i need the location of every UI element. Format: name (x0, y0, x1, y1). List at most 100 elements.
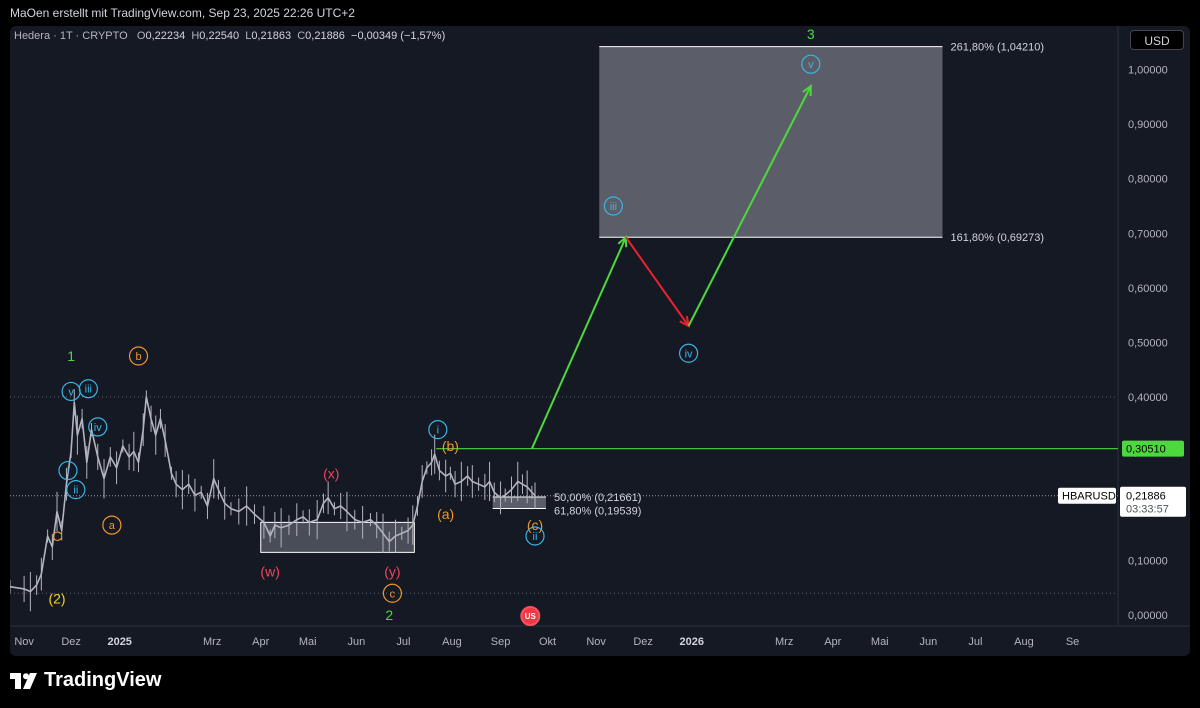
wave-label: iv (685, 348, 693, 360)
wave-label: (y) (384, 563, 400, 579)
wave-label: iii (85, 384, 92, 396)
low-value: 0,21863 (251, 30, 292, 42)
currency-button[interactable]: USD (1130, 30, 1184, 50)
wave-label: i (67, 466, 69, 478)
wave-label: (c) (527, 517, 543, 533)
wave-label-circle (88, 417, 108, 437)
wave-label: iv (94, 422, 102, 434)
price-tick-label: 0,80000 (1128, 174, 1168, 186)
wave-label: 3 (807, 26, 815, 42)
chart-svg[interactable]: 261,80% (1,04210) 161,80% (0,69273) 50,00%… (10, 26, 1190, 656)
time-tick-label: Mai (871, 636, 889, 648)
price-tick-label: 0,00000 (1128, 610, 1168, 622)
wave-label-circle (58, 460, 78, 481)
wave-label: v (808, 59, 814, 71)
time-tick-label: Jul (396, 636, 410, 648)
time-tick-label: Jun (919, 636, 937, 648)
wave-label: 1 (67, 348, 75, 364)
wave-label: C (52, 528, 62, 544)
wave-label: v (68, 386, 74, 398)
change-value: −0,00349 (−1,57%) (351, 30, 446, 42)
header-bar: MaOen erstellt mit TradingView.com, Sep … (0, 0, 1200, 26)
projection-arrowhead (617, 235, 628, 248)
time-tick-label: Nov (14, 636, 34, 648)
fib-bottom-label: 161,80% (0,69273) (950, 232, 1044, 244)
price-tick-label: 0,10000 (1128, 556, 1168, 568)
wave-label-circle (678, 343, 699, 363)
time-tick-label: Jun (347, 636, 365, 648)
close-label: C (297, 30, 306, 42)
resistance-label-bg (1122, 440, 1184, 457)
open-value: 0,22234 (145, 30, 186, 42)
fib-zone (599, 46, 943, 238)
price-tick-label: 0,90000 (1128, 119, 1168, 131)
time-tick-label: Sep (491, 636, 511, 648)
chart-panel[interactable]: 261,80% (1,04210) 161,80% (0,69273) 50,00%… (10, 26, 1190, 656)
wave-label: (b) (442, 438, 459, 454)
open-label: O (136, 30, 146, 42)
symbol-label-bg (1058, 487, 1116, 504)
time-tick-label: Aug (1014, 636, 1034, 648)
wave-label-circle (382, 583, 402, 603)
wave-label: (2) (48, 591, 65, 607)
time-tick-label: Apr (824, 636, 841, 648)
resistance-label: 0,30510 (1126, 444, 1166, 456)
high-label: H (191, 30, 200, 42)
wave-label: (w) (260, 563, 279, 579)
last-price-label-bg (1120, 486, 1186, 517)
bar-countdown: 03:33:57 (1126, 504, 1169, 516)
projection-segment (625, 236, 690, 327)
wave-label-circle (428, 420, 448, 440)
close-value: 0,21886 (305, 30, 345, 42)
wave-label: ii (533, 531, 538, 543)
wave-label: b (135, 351, 141, 363)
fib-zone (492, 496, 546, 509)
time-tick-label: Se (1066, 636, 1079, 648)
event-marker-label: US (525, 612, 537, 621)
wave-label: (x) (323, 465, 339, 481)
tradingview-logo[interactable]: TradingView (10, 669, 161, 692)
time-tick-label: Mrz (203, 636, 221, 648)
wave-label-circle (66, 480, 86, 500)
time-tick-label: Mrz (775, 636, 793, 648)
time-tick-label: Apr (252, 636, 269, 648)
wave-label: iii (610, 201, 617, 213)
time-tick-label: Nov (586, 636, 606, 648)
fib-top-label: 261,80% (1,04210) (950, 42, 1044, 54)
header-text: MaOen erstellt mit TradingView.com, Sep … (10, 6, 355, 20)
time-tick-label: Aug (442, 636, 462, 648)
wave-label: a (109, 520, 116, 532)
tradingview-logo-icon (10, 672, 37, 689)
wave-label: (a) (437, 506, 454, 522)
wave-label-circle (128, 346, 149, 366)
wave-label-circle (102, 515, 122, 535)
price-tick-label: 1,00000 (1128, 65, 1168, 77)
event-marker-icon (520, 606, 541, 626)
time-tick-label: 2025 (107, 636, 131, 648)
time-tick-label: Mai (299, 636, 317, 648)
symbol-label: HBARUSD (1062, 491, 1116, 503)
projection-segment (530, 236, 627, 450)
range-box (260, 521, 415, 553)
time-tick-label: Dez (61, 636, 81, 648)
time-tick-label: 2026 (679, 636, 703, 648)
symbol-title[interactable]: Hedera · 1T · CRYPTO (14, 30, 128, 42)
brand-name: TradingView (44, 669, 162, 691)
price-tick-label: 0,50000 (1128, 337, 1168, 349)
time-tick-label: Okt (539, 636, 556, 648)
wave-label-circle (603, 196, 623, 216)
wave-label: i (437, 425, 439, 437)
projection-segment (687, 85, 812, 327)
wave-label: ii (73, 485, 78, 497)
wave-label-circle (801, 54, 821, 74)
price-tick-label: 0,60000 (1128, 283, 1168, 295)
ohlc-legend: Hedera · 1T · CRYPTO O0,22234 H0,22540 L… (14, 30, 445, 42)
last-price-label: 0,21886 (1126, 491, 1166, 503)
projection-arrowhead (802, 83, 812, 97)
fib-top-label: 50,00% (0,21661) (554, 492, 641, 504)
fib-bottom-label: 61,80% (0,19539) (554, 506, 641, 518)
footer: TradingView (0, 656, 1200, 708)
time-tick-label: Jul (968, 636, 982, 648)
wave-label-circle (61, 381, 81, 402)
wave-label-circle (525, 526, 545, 546)
